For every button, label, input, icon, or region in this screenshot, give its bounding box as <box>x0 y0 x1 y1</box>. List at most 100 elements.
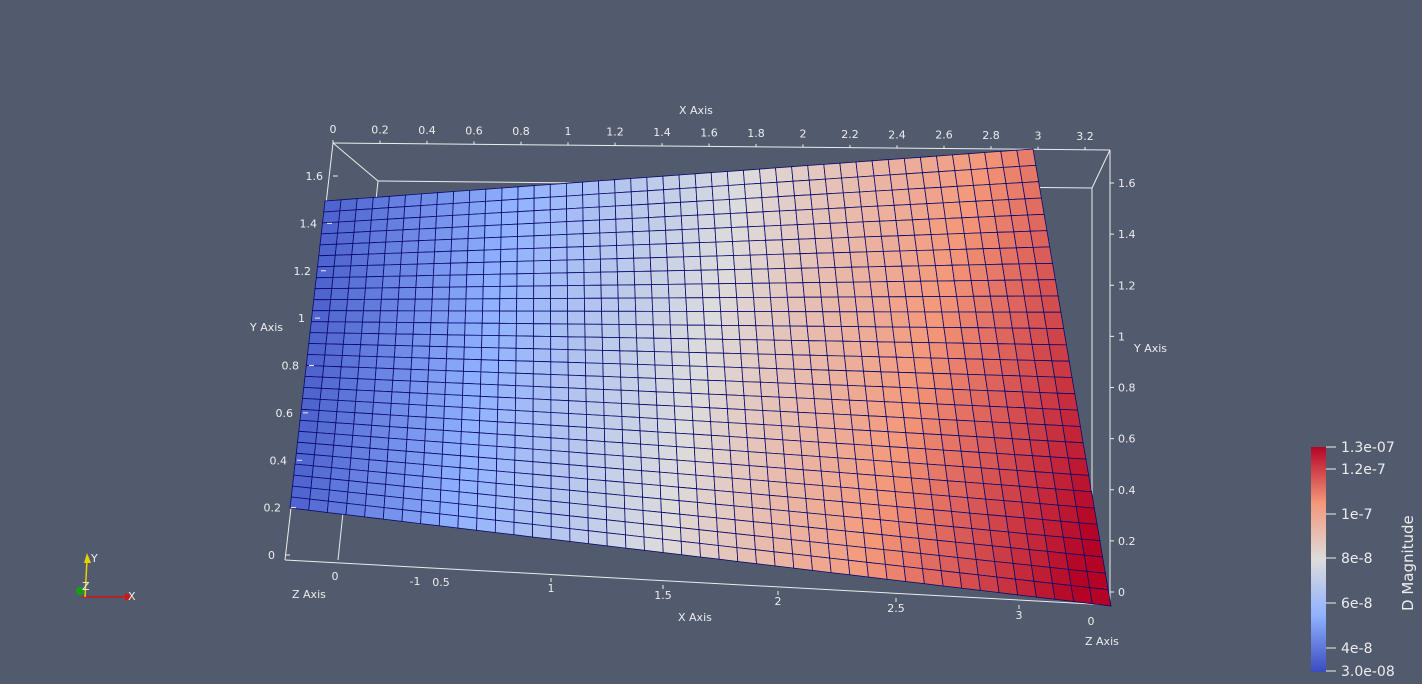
mesh-cell <box>300 397 321 411</box>
mesh-cell <box>922 568 944 587</box>
mesh-cell <box>698 227 717 244</box>
mesh-cell <box>930 233 951 251</box>
mesh-cell <box>394 333 414 347</box>
colorbar-title: D Magnitude <box>1399 515 1417 611</box>
mesh-cell <box>805 311 825 327</box>
mesh-cell <box>834 266 854 283</box>
mesh-cell <box>533 196 551 212</box>
mesh-cell <box>642 496 662 513</box>
mesh-cell <box>911 341 932 359</box>
mesh-surface[interactable] <box>289 148 1112 607</box>
mesh-cell <box>640 443 660 460</box>
top-x-tick-label: 1.6 <box>700 127 718 140</box>
mesh-cell <box>647 202 666 219</box>
mesh-cell <box>1089 587 1112 607</box>
mesh-cell <box>478 420 498 435</box>
mesh-cell <box>499 285 518 300</box>
mesh-cell <box>810 555 832 574</box>
mesh-cell <box>899 386 920 404</box>
mesh-cell <box>732 491 753 509</box>
mesh-cell <box>327 310 347 323</box>
mesh-cell <box>566 220 584 235</box>
mesh-cell <box>901 265 922 282</box>
mesh-cell <box>1004 390 1026 409</box>
mesh-cell <box>845 370 866 387</box>
mesh-cell <box>705 352 725 368</box>
mesh-cell <box>635 310 654 326</box>
mesh-cell <box>606 532 627 549</box>
mesh-cell <box>598 205 617 221</box>
color-legend[interactable]: 1.3e-07 1.2e-7 1e-7 8e-8 6e-8 4e-8 3.0e-08 D M… <box>1311 440 1417 680</box>
mesh-cell <box>516 273 535 287</box>
mesh-cell <box>725 394 746 411</box>
mesh-cell <box>364 505 385 520</box>
mesh-cell <box>318 243 337 257</box>
top-x-axis: X Axis 0 0.2 0.4 0.6 0.8 1 1.2 1.4 1.6 1.8 2 2.2 2.4… <box>330 104 1094 150</box>
mesh-cell <box>878 356 899 373</box>
mesh-cell <box>484 224 502 239</box>
mesh-cell <box>605 480 625 496</box>
mesh-cell <box>717 545 739 562</box>
mesh-cell <box>1006 406 1028 425</box>
mesh-cell <box>934 264 955 282</box>
mesh-cell <box>706 366 726 382</box>
mesh-cell <box>903 566 925 585</box>
mesh-cell <box>331 455 352 470</box>
mesh-cell <box>959 200 979 219</box>
mesh-cell <box>654 364 674 380</box>
mesh-cell <box>429 322 449 336</box>
mesh-cell <box>601 323 620 339</box>
mesh-cell <box>940 434 962 452</box>
mesh-cell <box>876 341 897 358</box>
mesh-cell <box>726 169 745 186</box>
mesh-cell <box>401 509 422 525</box>
mesh-cell <box>844 530 866 549</box>
mesh-cell <box>725 380 745 397</box>
mesh-cell <box>606 519 626 536</box>
mesh-cell <box>909 203 930 221</box>
mesh-cell <box>891 188 911 206</box>
mesh-cell <box>598 179 616 195</box>
mesh-cell <box>912 492 934 511</box>
mesh-cell <box>550 450 570 466</box>
mesh-cell <box>949 248 970 266</box>
mesh-cell <box>1003 500 1025 519</box>
mesh-cell <box>401 240 420 254</box>
mesh-cell <box>401 228 420 242</box>
mesh-cell <box>880 235 901 252</box>
mesh-cell <box>615 217 634 233</box>
mesh-cell <box>826 192 846 210</box>
mesh-cell <box>532 385 552 401</box>
mesh-cell <box>867 266 888 283</box>
mesh-cell <box>756 339 776 355</box>
mesh-cell <box>446 346 465 360</box>
mesh-cell <box>330 287 350 301</box>
mesh-cell <box>987 390 1008 408</box>
mesh-cell <box>747 451 768 468</box>
mesh-cell <box>353 219 372 233</box>
mesh-cell <box>568 438 588 454</box>
mesh-cell <box>482 298 501 312</box>
bottom-x-tick-label: 1 <box>548 582 555 595</box>
mesh-cell <box>883 401 905 419</box>
mesh-cell <box>514 447 534 463</box>
mesh-cell <box>994 215 1015 233</box>
mesh-cell <box>624 521 645 538</box>
mesh-cell <box>965 358 986 376</box>
mesh-cell <box>839 161 859 179</box>
orientation-axes-widget[interactable]: X Y Z <box>76 552 136 603</box>
mesh-cell <box>621 416 641 432</box>
mesh-cell <box>802 282 822 298</box>
mesh-cell <box>462 382 482 397</box>
mesh-cell <box>919 155 940 174</box>
mesh-cell <box>621 429 642 445</box>
mesh-cell <box>918 265 938 282</box>
mesh-cell <box>605 493 626 510</box>
mesh-cell <box>837 457 858 475</box>
mesh-cell <box>495 482 515 498</box>
mesh-cell <box>496 409 516 424</box>
mesh-cell <box>382 507 404 522</box>
mesh-cell <box>304 365 325 378</box>
mesh-cell <box>477 468 497 484</box>
